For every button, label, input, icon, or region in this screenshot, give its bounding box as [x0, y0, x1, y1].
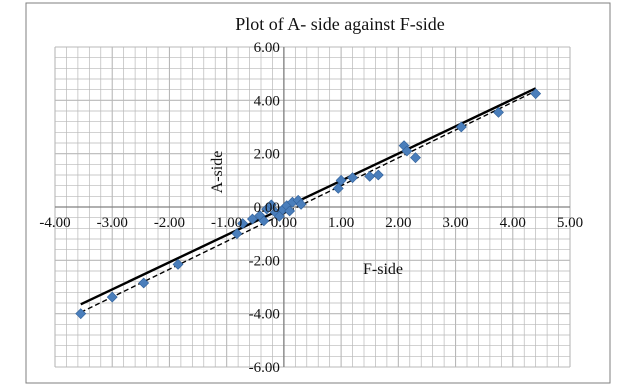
data-point [231, 228, 243, 240]
data-point [106, 291, 118, 303]
x-tick-label: -3.00 [97, 215, 128, 231]
data-point [258, 215, 270, 227]
data-point [295, 198, 307, 210]
data-points [75, 88, 542, 320]
data-point [75, 308, 87, 320]
data-point [455, 121, 467, 133]
data-point [246, 213, 258, 225]
data-point [410, 152, 421, 164]
y-tick-label: 6.00 [254, 40, 280, 56]
data-point [347, 172, 358, 184]
y-tick-label: 0.00 [254, 200, 280, 216]
dashed-trendline [80, 90, 536, 313]
data-point [237, 218, 249, 229]
data-point [265, 199, 277, 211]
x-tick-label: -2.00 [154, 215, 185, 231]
data-point [284, 205, 296, 217]
data-point [530, 88, 542, 100]
y-tick-label: -6.00 [249, 360, 280, 376]
data-point [335, 174, 347, 186]
data-point [372, 169, 384, 181]
y-tick-label: -4.00 [249, 307, 280, 323]
x-tick-label: -4.00 [39, 215, 70, 231]
x-tick-label: 1.00 [328, 215, 354, 231]
x-tick-label: 4.00 [500, 215, 526, 231]
data-point [493, 106, 504, 118]
data-point [138, 277, 150, 289]
y-tick-label: -2.00 [249, 253, 280, 269]
chart-title: Plot of A- side against F-side [235, 14, 445, 34]
data-point [172, 258, 184, 270]
x-tick-label: 5.00 [557, 215, 583, 231]
tick-labels: -4.00 -3.00 -2.00 -1.00 0.00 1.00 2.00 3.00 4.00… [39, 40, 583, 376]
x-tick-label: -1.00 [211, 215, 242, 231]
data-point [364, 170, 376, 182]
x-tick-label: 2.00 [385, 215, 411, 231]
data-point [332, 182, 344, 194]
x-tick-label: 0.00 [271, 215, 297, 231]
y-tick-label: 4.00 [254, 93, 280, 109]
x-tick-label: 3.00 [442, 215, 468, 231]
y-axis-title: A-side [209, 151, 226, 194]
x-axis-title: F-side [363, 261, 403, 278]
y-tick-label: 2.00 [254, 147, 280, 163]
data-point [401, 145, 413, 157]
